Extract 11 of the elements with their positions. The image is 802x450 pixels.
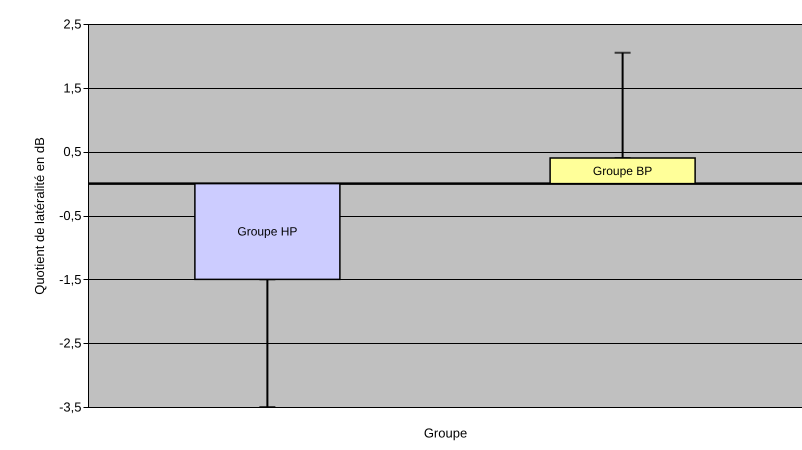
y-tick-label: 2,5	[63, 16, 82, 32]
y-tick-label: -1,5	[59, 272, 82, 287]
y-tick-label: -0,5	[59, 208, 82, 223]
y-tick-label: 1,5	[63, 80, 82, 96]
x-tick-label: Groupe HP	[237, 224, 298, 238]
x-axis-title: Groupe	[424, 426, 468, 440]
y-tick-label: -3,5	[59, 400, 82, 414]
y-axis-title: Quotient de latéralité en dB	[32, 137, 48, 295]
x-tick-label: Groupe BP	[592, 164, 652, 178]
y-tick-label: -2,5	[59, 336, 82, 351]
y-tick-label: 0,5	[63, 144, 82, 160]
